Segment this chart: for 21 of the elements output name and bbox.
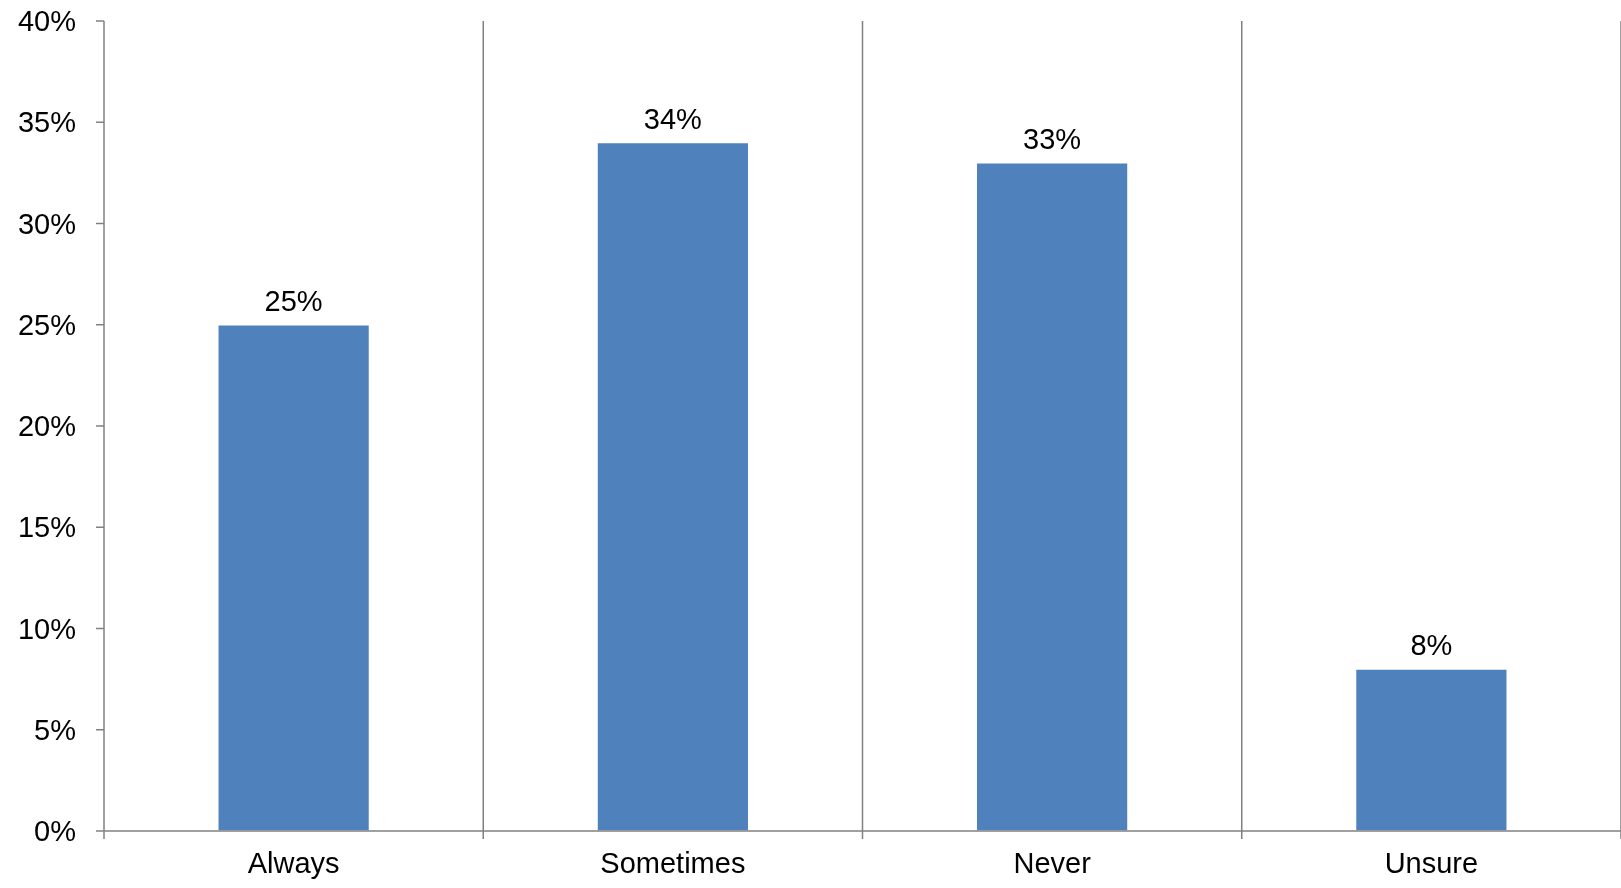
data-label: 25% [264,284,323,317]
y-tick-label: 5% [34,713,76,746]
bar [596,141,750,832]
x-tick-label: Always [247,847,340,879]
y-tick-label: 20% [17,410,76,443]
data-label: 33% [1023,122,1082,155]
y-tick-label: 10% [17,612,76,645]
y-tick-label: 0% [34,815,76,848]
y-tick-label: 40% [17,5,76,38]
y-tick-label: 25% [17,308,76,341]
bar [975,162,1129,832]
bar [1354,668,1508,832]
x-tick-label: Never [1013,847,1092,879]
bar [217,324,371,832]
data-label: 8% [1410,629,1453,661]
y-tick-label: 15% [17,511,76,544]
y-tick-label: 30% [17,207,76,240]
data-label: 34% [643,102,702,135]
x-tick-label: Unsure [1384,847,1479,879]
y-tick-label: 35% [17,106,76,139]
x-tick-label: Sometimes [600,847,746,879]
